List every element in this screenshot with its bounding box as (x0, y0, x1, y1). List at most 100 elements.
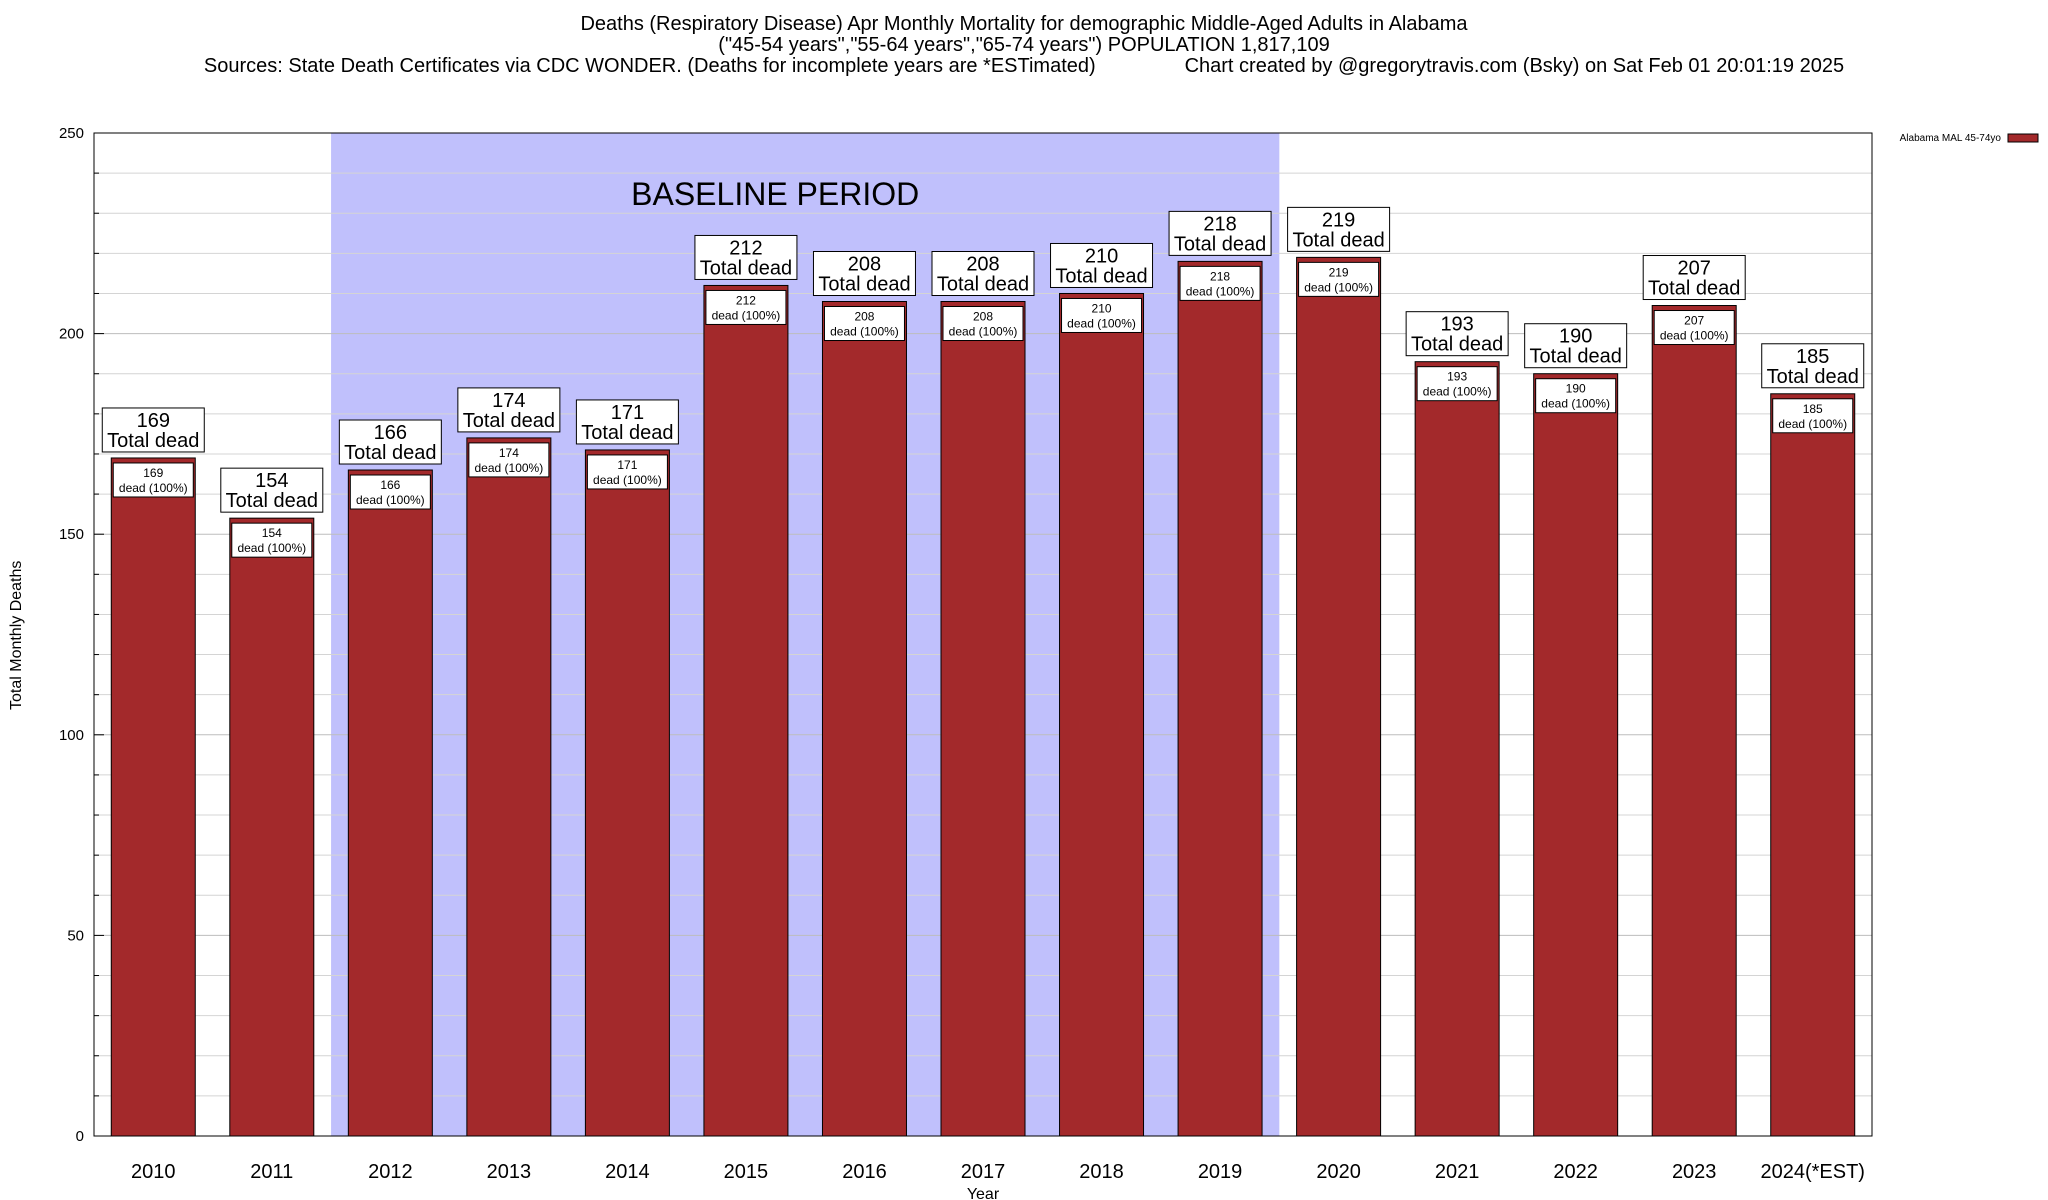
inner-label-box (1416, 366, 1498, 402)
inner-label-percent: dead (100%) (356, 493, 425, 507)
x-axis-label: Year (967, 1186, 1000, 1200)
total-label-text: Total dead (581, 422, 673, 444)
total-label-count: 190 (1559, 326, 1592, 348)
total-label-box (1050, 242, 1154, 288)
inner-label-count: 169 (143, 466, 163, 480)
bar (584, 449, 670, 1137)
total-label-box (575, 399, 679, 445)
bar (821, 301, 907, 1137)
y-tick-label: 0 (76, 1128, 84, 1145)
total-label-box (1642, 255, 1746, 301)
inner-label-box (1772, 398, 1854, 434)
total-label-text: Total dead (818, 274, 910, 296)
x-tick-label: 2024(*EST) (1760, 1161, 1865, 1183)
x-tick-label: 2014 (605, 1161, 650, 1183)
inner-label-percent: dead (100%) (475, 461, 544, 475)
total-label-count: 171 (611, 402, 644, 424)
total-label-count: 166 (374, 422, 407, 444)
x-tick-label: 2018 (1079, 1161, 1124, 1183)
total-label-text: Total dead (1530, 346, 1622, 368)
total-label-text: Total dead (1767, 366, 1859, 388)
inner-label-box (823, 306, 905, 342)
x-tick-label: 2023 (1672, 1161, 1717, 1183)
inner-label-count: 208 (973, 310, 993, 324)
bar (703, 284, 789, 1137)
inner-label-box (112, 462, 194, 498)
bar (229, 517, 315, 1137)
inner-label-percent: dead (100%) (1304, 280, 1373, 294)
inner-label-percent: dead (100%) (830, 325, 899, 339)
inner-label-count: 193 (1447, 370, 1467, 384)
inner-label-count: 190 (1566, 382, 1586, 396)
chart-sources: Sources: State Death Certificates via CD… (203, 55, 1096, 77)
inner-label-box (349, 474, 431, 510)
x-tick-label: 2012 (368, 1161, 413, 1183)
total-label-count: 207 (1678, 258, 1711, 280)
total-label-box (1168, 210, 1272, 256)
total-label-text: Total dead (226, 490, 318, 512)
inner-label-count: 208 (854, 310, 874, 324)
chart-sources-credit: Sources: State Death Certificates via CD… (0, 55, 2048, 77)
total-label-box (457, 387, 561, 433)
bar (110, 457, 196, 1137)
bar (940, 301, 1026, 1137)
inner-label-count: 210 (1092, 301, 1112, 315)
total-label-box (101, 407, 205, 453)
bar (1533, 373, 1619, 1137)
x-tick-label: 2011 (250, 1161, 293, 1183)
inner-label-box (942, 306, 1024, 342)
y-tick-label: 50 (67, 927, 84, 944)
legend-swatch (2007, 133, 2039, 143)
total-label-box (1761, 343, 1865, 389)
inner-label-count: 174 (499, 446, 519, 460)
total-label-text: Total dead (1174, 233, 1266, 255)
total-label-text: Total dead (344, 442, 436, 464)
inner-label-percent: dead (100%) (1186, 284, 1255, 298)
y-tick-label: 250 (59, 125, 84, 142)
bar (1770, 393, 1856, 1137)
total-label-count: 169 (137, 410, 170, 432)
bar (1296, 256, 1382, 1137)
total-label-text: Total dead (463, 410, 555, 432)
legend-label: Alabama MAL 45-74yo (1900, 133, 2002, 144)
x-tick-label: 2010 (131, 1161, 176, 1183)
total-label-count: 185 (1796, 346, 1829, 368)
total-label-text: Total dead (1648, 278, 1740, 300)
inner-label-box (1061, 297, 1143, 333)
x-tick-label: 2019 (1198, 1161, 1243, 1183)
plot-frame (93, 132, 1873, 1137)
inner-label-percent: dead (100%) (237, 541, 306, 555)
bar (347, 469, 433, 1137)
total-label-text: Total dead (937, 274, 1029, 296)
x-tick-label: 2015 (724, 1161, 769, 1183)
inner-label-count: 185 (1803, 402, 1823, 416)
total-label-box (220, 467, 324, 513)
total-label-text: Total dead (1055, 265, 1147, 287)
bar (1651, 305, 1737, 1137)
inner-label-percent: dead (100%) (1067, 316, 1136, 330)
y-tick-label: 200 (59, 326, 84, 343)
total-label-text: Total dead (107, 430, 199, 452)
inner-label-count: 207 (1684, 314, 1704, 328)
bar (1059, 292, 1145, 1137)
x-tick-label: 2013 (487, 1161, 532, 1183)
inner-label-count: 212 (736, 293, 756, 307)
bar (1414, 361, 1500, 1137)
total-label-count: 210 (1085, 245, 1118, 267)
inner-label-count: 171 (617, 458, 637, 472)
inner-label-count: 154 (262, 526, 282, 540)
total-label-count: 218 (1203, 213, 1236, 235)
x-tick-label: 2021 (1435, 1161, 1480, 1183)
x-tick-label: 2017 (961, 1161, 1006, 1183)
inner-label-box (705, 289, 787, 325)
total-label-count: 174 (492, 390, 525, 412)
bar (1177, 260, 1263, 1137)
inner-label-percent: dead (100%) (1778, 417, 1847, 431)
total-label-text: Total dead (1292, 229, 1384, 251)
total-label-box (694, 234, 798, 280)
inner-label-percent: dead (100%) (119, 481, 188, 495)
chart-title: Deaths (Respiratory Disease) Apr Monthly… (580, 13, 1468, 35)
chart-credit: Chart created by @gregorytravis.com (Bsk… (1184, 55, 1845, 77)
y-tick-label: 100 (59, 727, 84, 744)
